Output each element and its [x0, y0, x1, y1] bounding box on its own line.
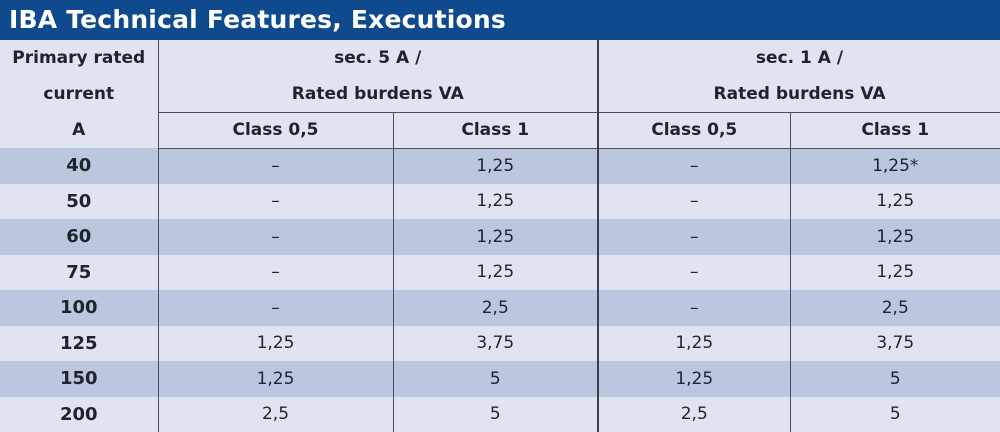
sec5a-class05-cell: 2,5	[158, 397, 393, 432]
primary-current-cell: 125	[0, 326, 158, 362]
primary-current-cell: 200	[0, 397, 158, 432]
sec5a-class05-cell: –	[158, 255, 393, 291]
sec1a-class1-cell: 1,25*	[790, 148, 1000, 184]
sec1a-class05-cell: –	[598, 184, 790, 220]
sec5a-class05-cell: –	[158, 148, 393, 184]
page-title: IBA Technical Features, Executions	[0, 0, 1000, 40]
sec5a-class05-cell: –	[158, 290, 393, 326]
primary-current-cell: 40	[0, 148, 158, 184]
table-row: 100 – 2,5 – 2,5	[0, 290, 1000, 326]
sec1a-class1-cell: 1,25	[790, 184, 1000, 220]
sec1a-class1-cell: 1,25	[790, 219, 1000, 255]
primary-current-cell: 60	[0, 219, 158, 255]
primary-header-line2: current	[0, 76, 158, 112]
sec5a-class1-cell: 1,25	[393, 219, 598, 255]
primary-header-line1: Primary rated	[0, 40, 158, 76]
sec5a-class1-cell: 3,75	[393, 326, 598, 362]
sec1a-header-line1: sec. 1 A /	[599, 40, 1000, 76]
sec1a-class1-cell: 2,5	[790, 290, 1000, 326]
primary-header-unit: A	[0, 112, 158, 148]
sec5a-class1-cell: 2,5	[393, 290, 598, 326]
sec1a-class1-cell: 5	[790, 361, 1000, 397]
sec5a-class1-cell: 5	[393, 397, 598, 432]
sec1a-class1-cell: 1,25	[790, 255, 1000, 291]
sec1a-class05-cell: 1,25	[598, 361, 790, 397]
technical-features-table: Primary rated current A sec. 5 A / Rated…	[0, 40, 1000, 432]
sec1a-class05-cell: –	[598, 219, 790, 255]
table-row: 50 – 1,25 – 1,25	[0, 184, 1000, 220]
sec5a-class1-cell: 1,25	[393, 255, 598, 291]
table-row: 40 – 1,25 – 1,25*	[0, 148, 1000, 184]
sec1a-group-header: sec. 1 A / Rated burdens VA	[598, 40, 1000, 113]
sec1a-class05-header: Class 0,5	[598, 113, 790, 148]
primary-current-cell: 75	[0, 255, 158, 291]
primary-rated-current-header: Primary rated current A	[0, 40, 158, 148]
sec1a-class05-cell: 2,5	[598, 397, 790, 432]
sec1a-class1-cell: 3,75	[790, 326, 1000, 362]
sec1a-class1-cell: 5	[790, 397, 1000, 432]
sec1a-header-line2: Rated burdens VA	[599, 76, 1000, 112]
sec5a-class05-cell: 1,25	[158, 361, 393, 397]
table-row: 150 1,25 5 1,25 5	[0, 361, 1000, 397]
sec1a-class05-cell: –	[598, 290, 790, 326]
sec5a-header-line2: Rated burdens VA	[159, 76, 598, 112]
sec1a-class05-cell: 1,25	[598, 326, 790, 362]
sec1a-class05-cell: –	[598, 255, 790, 291]
sec1a-class1-header: Class 1	[790, 113, 1000, 148]
primary-current-cell: 150	[0, 361, 158, 397]
sec1a-class05-cell: –	[598, 148, 790, 184]
sec5a-header-line1: sec. 5 A /	[159, 40, 598, 76]
sec5a-class05-header: Class 0,5	[158, 113, 393, 148]
sec5a-class1-cell: 5	[393, 361, 598, 397]
table-row: 60 – 1,25 – 1,25	[0, 219, 1000, 255]
table-row: 75 – 1,25 – 1,25	[0, 255, 1000, 291]
table-row: 125 1,25 3,75 1,25 3,75	[0, 326, 1000, 362]
sec5a-class05-cell: –	[158, 219, 393, 255]
sec5a-class05-cell: 1,25	[158, 326, 393, 362]
primary-current-cell: 100	[0, 290, 158, 326]
sec5a-class1-header: Class 1	[393, 113, 598, 148]
sec5a-group-header: sec. 5 A / Rated burdens VA	[158, 40, 598, 113]
sec5a-class1-cell: 1,25	[393, 148, 598, 184]
sec5a-class1-cell: 1,25	[393, 184, 598, 220]
sec5a-class05-cell: –	[158, 184, 393, 220]
table-row: 200 2,5 5 2,5 5	[0, 397, 1000, 432]
primary-current-cell: 50	[0, 184, 158, 220]
